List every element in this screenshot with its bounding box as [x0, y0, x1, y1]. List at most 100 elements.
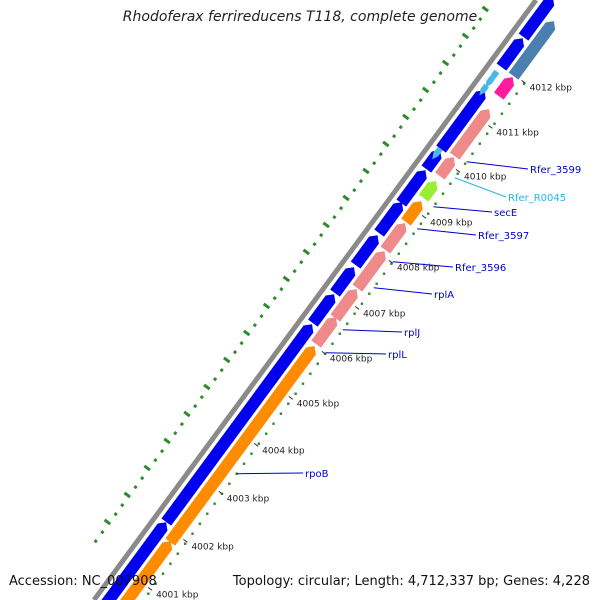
gc-skew-mark	[471, 26, 476, 31]
gc-content-mark	[213, 502, 216, 505]
accession-text: Accession: NC_007908	[9, 574, 157, 589]
gene-label-rpla: rplA	[434, 290, 454, 301]
cds-forward-9	[496, 38, 524, 71]
gene-leader-line	[236, 472, 304, 475]
scale-tick	[388, 259, 394, 264]
cds-orange-1	[120, 541, 173, 600]
gc-skew-mark	[421, 86, 430, 94]
gc-skew-mark	[242, 329, 251, 337]
gc-skew-mark	[183, 410, 191, 418]
scale-tick-label: 4012 kbp	[530, 83, 573, 93]
cds-forward-10	[518, 0, 555, 41]
gc-content-mark	[309, 372, 312, 375]
gc-skew-mark	[173, 431, 178, 436]
cds-forward-6	[396, 170, 427, 207]
gc-content-mark	[500, 112, 504, 115]
gc-skew-mark	[431, 80, 436, 85]
gc-content-mark	[427, 212, 430, 215]
gene-label-rfer-3597: Rfer_3597	[478, 231, 529, 242]
gc-skew-mark	[292, 269, 297, 274]
gc-content-mark	[272, 422, 275, 425]
cds-pink-2	[330, 289, 358, 322]
cds-orange-2	[165, 346, 316, 546]
gc-skew-mark	[342, 194, 350, 202]
gc-content-mark	[463, 162, 467, 165]
gc-content-mark	[522, 82, 526, 85]
scale-tick-label: 4011 kbp	[496, 128, 539, 138]
gc-skew-mark	[123, 491, 132, 499]
gc-skew-mark	[159, 449, 165, 454]
gc-content-mark	[250, 452, 253, 455]
scale-tick	[488, 124, 493, 129]
cds-steelblue	[508, 21, 556, 80]
gc-content-mark	[419, 222, 423, 225]
gene-leader-line	[417, 228, 477, 236]
scale-tick	[321, 350, 327, 355]
scale-tick-label: 4002 kbp	[191, 542, 234, 552]
gc-skew-mark	[272, 296, 277, 301]
feature-tracks	[101, 0, 556, 600]
scale-tick	[253, 442, 259, 447]
cds-pink-4	[380, 223, 407, 254]
scale-tick	[421, 214, 427, 219]
gc-content-mark	[478, 142, 482, 145]
gc-skew-mark	[378, 152, 383, 157]
gc-content-mark	[508, 102, 511, 105]
scale-tick	[354, 305, 360, 310]
cds-forward-1	[161, 324, 314, 526]
gc-skew-mark	[382, 140, 390, 148]
gc-skew-mark	[193, 404, 198, 409]
gene-label-rfer-3599: Rfer_3599	[530, 165, 581, 176]
gene-leader-line	[392, 261, 454, 268]
gc-skew-mark	[93, 539, 98, 544]
gc-skew-mark	[392, 134, 397, 139]
gene-label-sece: secE	[494, 208, 517, 219]
gc-skew-mark	[338, 206, 344, 211]
gc-content-mark	[360, 302, 364, 305]
gc-content-mark	[375, 282, 378, 285]
scale-tick	[521, 79, 526, 84]
scale-tick-label: 4009 kbp	[430, 218, 473, 228]
gc-skew-mark	[232, 350, 238, 355]
gc-skew-mark	[203, 383, 211, 391]
gc-content-mark	[353, 312, 356, 315]
gc-skew-mark	[140, 476, 145, 481]
gc-skew-mark	[223, 356, 231, 364]
cds-magenta	[493, 77, 514, 100]
gc-content-mark	[198, 522, 202, 525]
gc-skew-mark	[402, 113, 410, 121]
gc-content-mark	[368, 292, 371, 295]
gc-skew-mark	[461, 32, 470, 40]
gene-label-rfer-r0045: Rfer_R0045	[508, 193, 566, 204]
gc-skew-mark	[481, 5, 490, 13]
gc-skew-mark	[438, 71, 443, 76]
gc-skew-mark	[458, 44, 463, 49]
gc-skew-mark	[352, 188, 357, 193]
gc-content-mark	[169, 562, 172, 565]
scale-tick	[218, 490, 224, 495]
gc-skew-mark	[262, 302, 271, 310]
cds-orange-3	[401, 201, 423, 226]
scale-tick-label: 4003 kbp	[227, 494, 270, 504]
map-title: Rhodoferax ferrireducens T118, complete …	[122, 9, 478, 25]
gc-skew-mark	[133, 485, 138, 490]
gc-content-mark	[191, 532, 194, 535]
gene-labels: rpoB rplL rplJ rplA Rfer_3596 Rfer_3597 secE Rf…	[236, 161, 581, 480]
scale-ticks: 4001 kbp 4002 kbp 4003 kbp 4004 kbp 4005 kbp…	[147, 79, 573, 600]
gc-content-mark	[287, 402, 290, 405]
scale-tick	[147, 586, 153, 591]
gene-leader-line	[454, 177, 507, 198]
gene-leader-line	[342, 329, 403, 333]
gc-content-mark	[434, 202, 437, 205]
gc-skew-mark	[199, 395, 204, 400]
scale-tick-label: 4006 kbp	[330, 354, 373, 364]
gc-skew-mark	[451, 53, 456, 58]
gc-content-mark	[154, 582, 157, 585]
cds-green	[418, 181, 438, 202]
cds-forward-4	[350, 235, 379, 269]
cds-forward-2	[308, 294, 336, 327]
gc-content-mark	[279, 412, 283, 415]
gc-content-mark	[176, 552, 179, 555]
gc-content-mark	[390, 262, 393, 265]
gene-label-rplj: rplJ	[404, 328, 420, 339]
